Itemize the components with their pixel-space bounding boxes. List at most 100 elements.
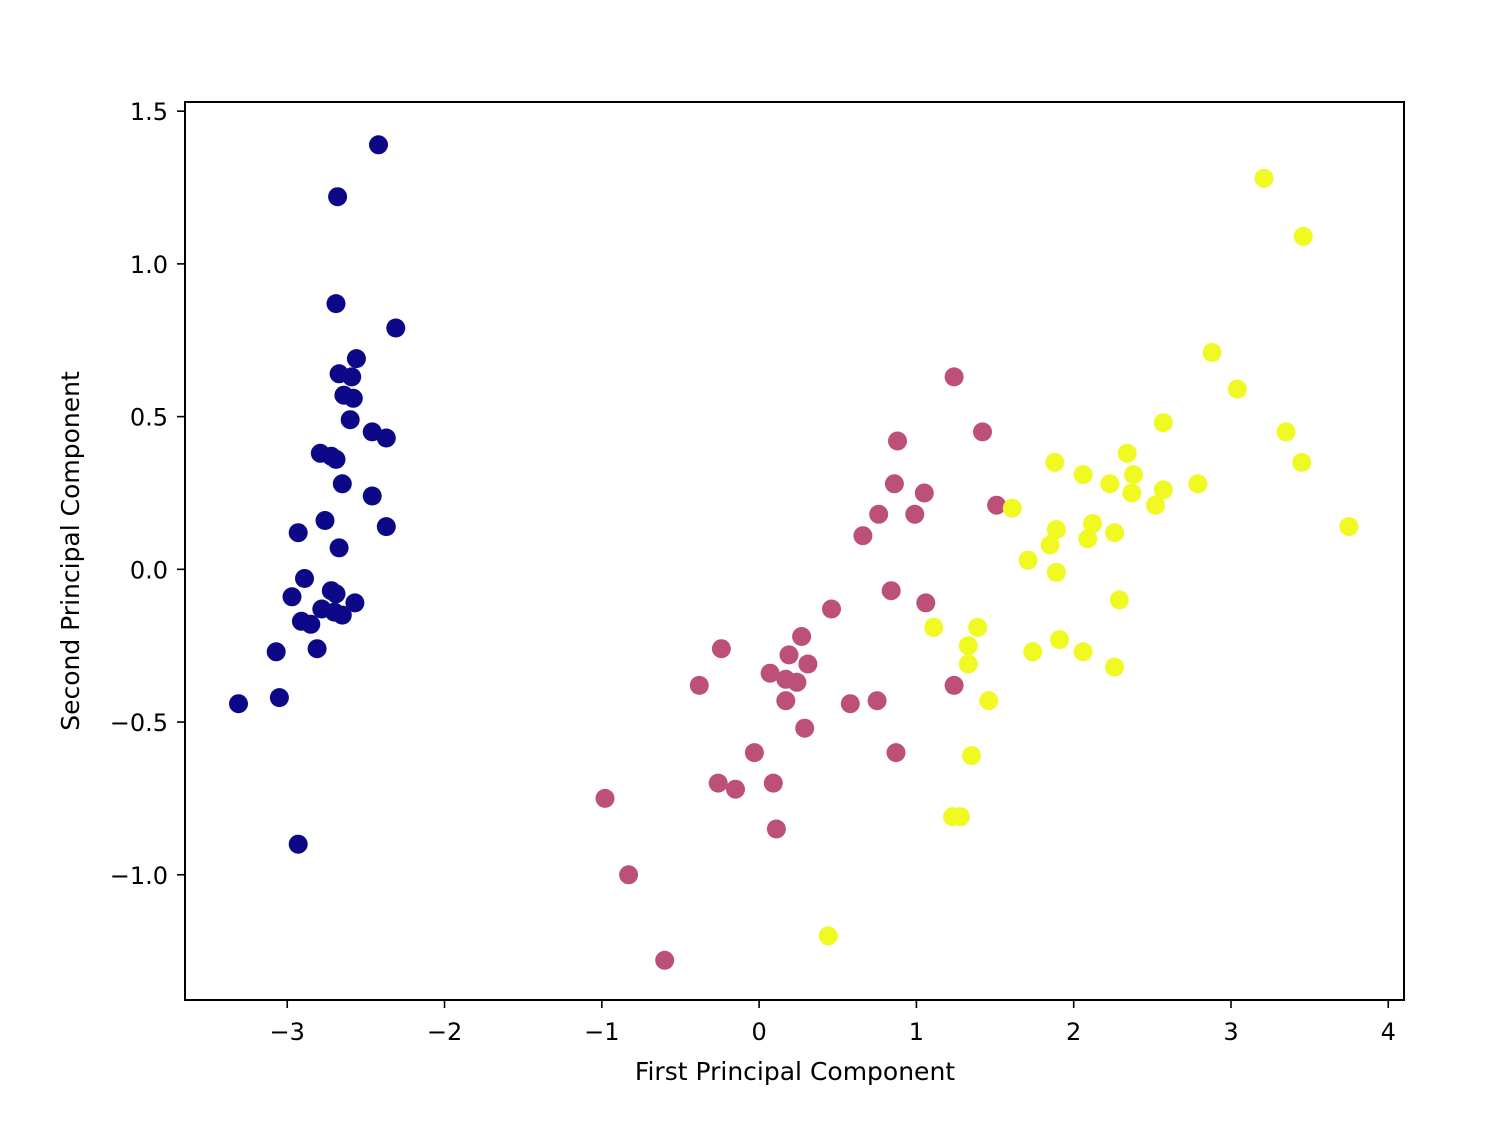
data-points <box>229 135 1359 970</box>
y-tick-label: 0.5 <box>130 404 168 432</box>
data-point <box>1050 630 1069 650</box>
data-point <box>1040 535 1060 555</box>
data-point <box>369 135 388 155</box>
data-point <box>950 807 970 827</box>
data-point <box>1122 483 1142 503</box>
y-tick-label: 0.0 <box>130 556 168 584</box>
data-point <box>326 584 346 604</box>
data-point <box>1254 168 1274 188</box>
data-point <box>840 694 860 714</box>
data-point <box>905 504 925 524</box>
data-point <box>744 743 764 763</box>
data-point <box>301 614 321 634</box>
data-point <box>1339 517 1359 537</box>
data-point <box>881 581 901 601</box>
data-point <box>958 654 978 674</box>
data-point <box>795 718 815 738</box>
data-point <box>1153 413 1173 433</box>
data-point <box>329 538 349 558</box>
data-point <box>269 688 289 708</box>
data-point <box>1227 379 1247 399</box>
x-tick-label: 0 <box>751 1018 766 1046</box>
y-tick-label: −1.0 <box>110 862 168 890</box>
data-point <box>711 639 731 659</box>
x-tick-label: −1 <box>584 1018 619 1046</box>
data-point <box>1023 642 1043 662</box>
y-tick-label: 1.5 <box>130 98 168 126</box>
data-point <box>798 654 818 674</box>
data-point <box>229 694 248 714</box>
data-point <box>1146 495 1165 515</box>
data-point <box>288 523 308 543</box>
data-point <box>1109 590 1129 610</box>
data-point <box>362 486 382 506</box>
data-point <box>1073 465 1093 485</box>
x-tick-label: 2 <box>1066 1018 1081 1046</box>
data-point <box>1202 343 1222 362</box>
data-point <box>1046 562 1066 582</box>
data-point <box>315 511 335 530</box>
data-point <box>1105 523 1125 543</box>
data-point <box>962 746 981 766</box>
data-point <box>340 410 360 430</box>
data-point <box>818 926 838 946</box>
data-point <box>307 639 327 659</box>
data-point <box>708 773 728 793</box>
data-point <box>1018 550 1038 570</box>
data-point <box>1124 465 1143 485</box>
data-point <box>1078 529 1098 549</box>
data-point <box>787 672 807 692</box>
x-tick-label: 3 <box>1223 1018 1238 1046</box>
data-point <box>1276 422 1296 442</box>
data-point <box>766 819 786 839</box>
data-point <box>944 367 964 387</box>
x-tick-label: 1 <box>909 1018 924 1046</box>
data-point <box>968 617 988 637</box>
data-point <box>792 627 812 646</box>
data-point <box>326 294 346 314</box>
data-point <box>763 773 783 793</box>
data-point <box>1083 514 1103 533</box>
data-point <box>776 691 796 711</box>
data-point <box>1188 474 1208 494</box>
data-point <box>619 865 639 885</box>
data-point <box>1292 452 1312 472</box>
data-point <box>884 474 904 494</box>
x-tick-label: 4 <box>1381 1018 1396 1046</box>
data-point <box>386 318 406 338</box>
data-point <box>726 779 745 799</box>
data-point <box>1105 657 1125 677</box>
data-point <box>376 517 396 537</box>
x-tick-label: −2 <box>427 1018 462 1046</box>
data-point <box>376 428 396 448</box>
data-point <box>1046 520 1066 540</box>
data-point <box>1045 452 1065 472</box>
data-point <box>888 431 907 451</box>
data-point <box>987 495 1007 515</box>
data-point <box>760 663 780 683</box>
data-point <box>822 599 841 619</box>
data-point <box>266 642 286 662</box>
data-point <box>689 675 709 695</box>
data-point <box>779 645 799 665</box>
data-point <box>332 605 352 625</box>
data-point <box>282 587 302 607</box>
data-point <box>853 526 873 546</box>
data-point <box>886 743 906 763</box>
data-point <box>1100 474 1120 494</box>
data-point <box>295 569 314 588</box>
data-point <box>867 691 887 711</box>
data-point <box>345 593 365 613</box>
x-tick-label: −3 <box>270 1018 305 1046</box>
x-axis-ticks: −3 −2 −1 0 1 2 3 4 <box>270 1000 1396 1046</box>
data-point <box>973 422 992 442</box>
data-point <box>1117 443 1137 463</box>
data-point <box>332 474 352 494</box>
data-point <box>944 675 964 695</box>
data-point <box>326 449 346 469</box>
data-point <box>979 691 999 711</box>
data-point <box>958 636 978 656</box>
y-tick-label: 1.0 <box>130 251 168 279</box>
data-point <box>342 367 362 387</box>
